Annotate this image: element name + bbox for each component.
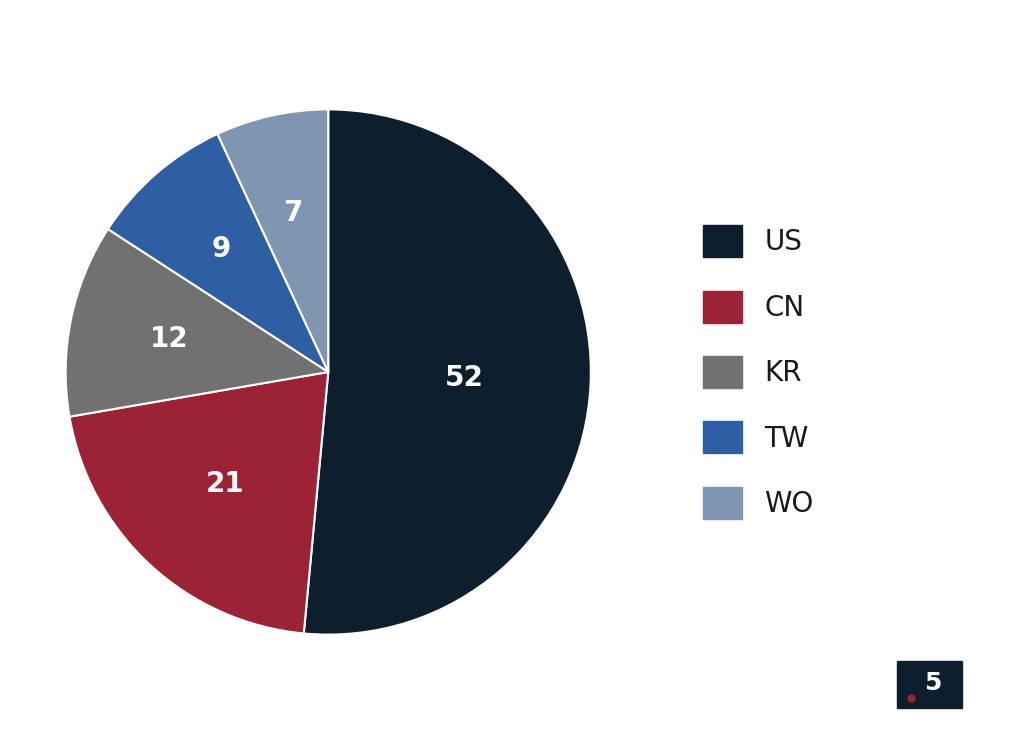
Wedge shape [66,229,328,417]
Bar [897,661,962,708]
Wedge shape [217,109,328,372]
Text: 52: 52 [445,365,484,392]
Text: 7: 7 [284,199,303,227]
Wedge shape [70,372,328,633]
Wedge shape [108,134,328,372]
Legend: US, CN, KR, TW, WO: US, CN, KR, TW, WO [703,225,814,519]
Text: 9: 9 [212,235,231,263]
Text: 21: 21 [205,469,244,498]
Text: 12: 12 [149,325,188,353]
Wedge shape [304,109,591,635]
Text: 5: 5 [924,671,942,696]
